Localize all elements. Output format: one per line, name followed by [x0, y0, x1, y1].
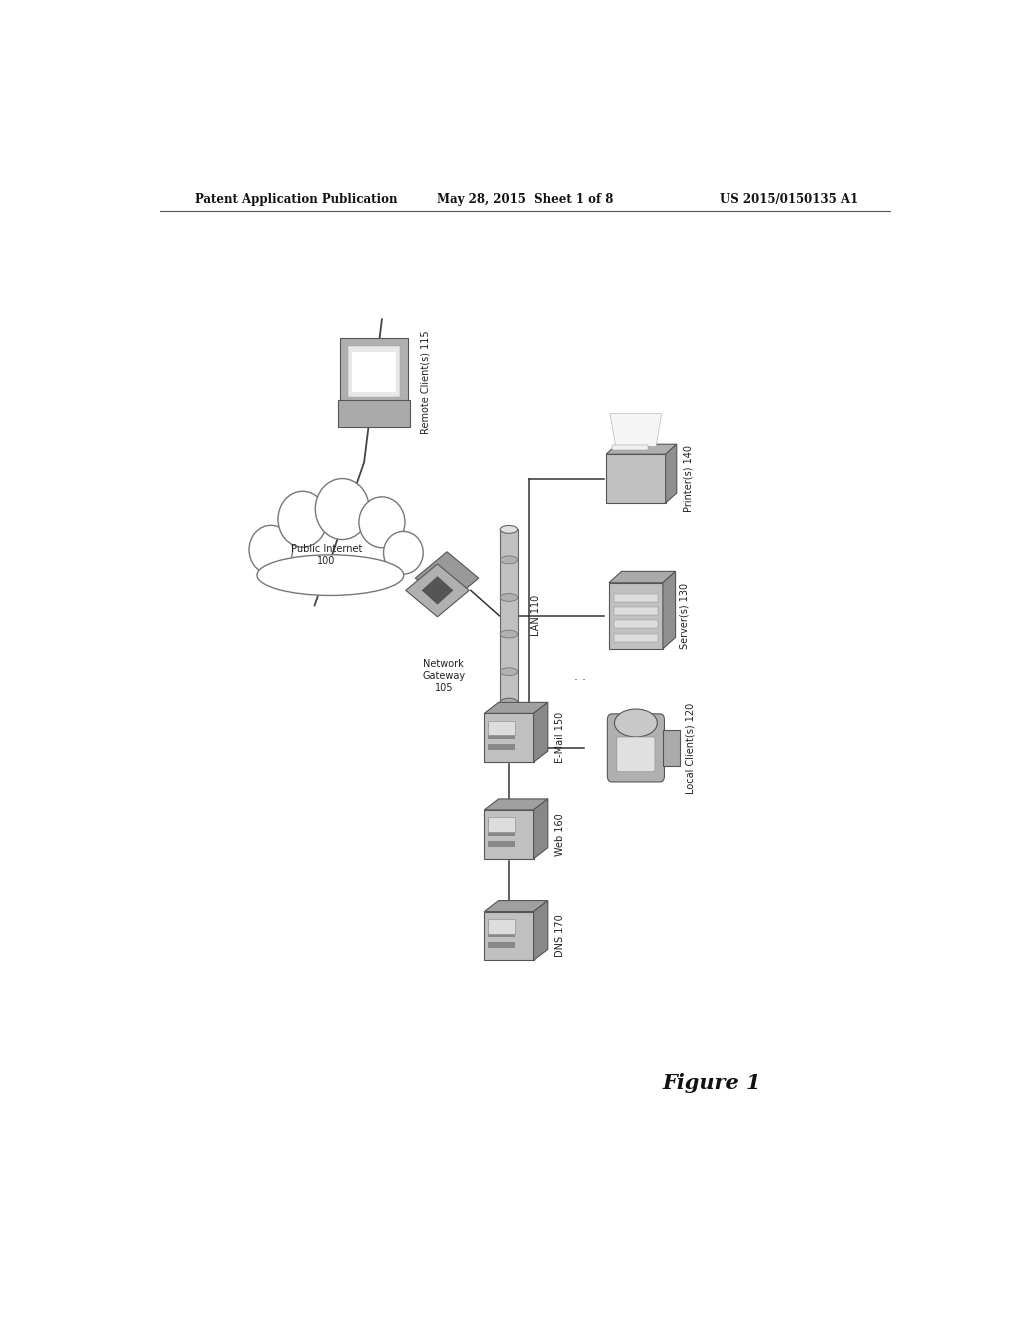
Polygon shape	[484, 900, 548, 912]
Polygon shape	[484, 810, 534, 859]
Polygon shape	[663, 572, 676, 649]
Polygon shape	[534, 799, 548, 859]
Bar	[488, 919, 515, 933]
Bar	[488, 921, 515, 927]
FancyBboxPatch shape	[348, 346, 400, 397]
FancyBboxPatch shape	[251, 535, 410, 606]
Bar	[613, 607, 658, 615]
Text: May 28, 2015  Sheet 1 of 8: May 28, 2015 Sheet 1 of 8	[436, 193, 613, 206]
Bar	[488, 721, 515, 735]
Ellipse shape	[255, 504, 406, 576]
Bar	[488, 734, 515, 739]
FancyBboxPatch shape	[607, 714, 665, 781]
FancyBboxPatch shape	[340, 338, 409, 405]
Bar	[488, 942, 515, 948]
Ellipse shape	[359, 496, 404, 548]
Bar	[488, 722, 515, 729]
Bar	[613, 620, 658, 628]
Ellipse shape	[500, 630, 518, 638]
Polygon shape	[666, 445, 677, 503]
Text: Patent Application Publication: Patent Application Publication	[196, 193, 398, 206]
Text: Network
Gateway
105: Network Gateway 105	[422, 660, 466, 693]
Bar	[613, 634, 658, 642]
Text: Web 160: Web 160	[555, 813, 565, 855]
Bar	[488, 841, 515, 846]
Bar	[488, 817, 515, 832]
Polygon shape	[609, 572, 676, 582]
Bar	[663, 730, 680, 766]
Text: Printer(s) 140: Printer(s) 140	[684, 445, 693, 512]
Ellipse shape	[500, 556, 518, 564]
Polygon shape	[534, 702, 548, 762]
Ellipse shape	[278, 491, 328, 548]
Ellipse shape	[257, 554, 403, 595]
Text: Public Internet
100: Public Internet 100	[291, 544, 362, 565]
Polygon shape	[484, 799, 548, 810]
Bar	[488, 820, 515, 825]
Text: E-Mail 150: E-Mail 150	[555, 711, 565, 763]
Polygon shape	[606, 445, 677, 454]
Text: US 2015/0150135 A1: US 2015/0150135 A1	[720, 193, 858, 206]
Text: Remote Client(s) 115: Remote Client(s) 115	[420, 330, 430, 434]
Text: . .: . .	[574, 671, 587, 684]
Ellipse shape	[500, 668, 518, 676]
Bar	[609, 582, 663, 649]
Polygon shape	[484, 713, 534, 762]
Polygon shape	[406, 564, 469, 616]
Text: Local Client(s) 120: Local Client(s) 120	[685, 702, 695, 793]
Ellipse shape	[500, 525, 518, 533]
Ellipse shape	[500, 698, 518, 706]
Ellipse shape	[614, 709, 657, 737]
Bar	[606, 454, 666, 503]
Polygon shape	[534, 900, 548, 961]
Ellipse shape	[384, 532, 423, 574]
Bar	[488, 830, 515, 836]
Polygon shape	[422, 576, 454, 605]
Text: Server(s) 130: Server(s) 130	[680, 582, 689, 649]
Bar	[488, 932, 515, 937]
Ellipse shape	[315, 479, 370, 540]
Polygon shape	[610, 413, 662, 446]
Polygon shape	[484, 912, 534, 961]
Polygon shape	[416, 552, 479, 605]
Ellipse shape	[249, 525, 293, 574]
Ellipse shape	[500, 594, 518, 602]
Bar	[613, 594, 658, 602]
Text: LAN 110: LAN 110	[531, 595, 541, 636]
Text: DNS 170: DNS 170	[555, 915, 565, 957]
Bar	[488, 744, 515, 750]
Bar	[500, 529, 518, 702]
Text: Figure 1: Figure 1	[663, 1073, 761, 1093]
FancyBboxPatch shape	[352, 351, 396, 392]
FancyBboxPatch shape	[612, 445, 648, 450]
FancyBboxPatch shape	[616, 737, 655, 772]
Polygon shape	[484, 702, 548, 713]
FancyBboxPatch shape	[338, 400, 410, 426]
